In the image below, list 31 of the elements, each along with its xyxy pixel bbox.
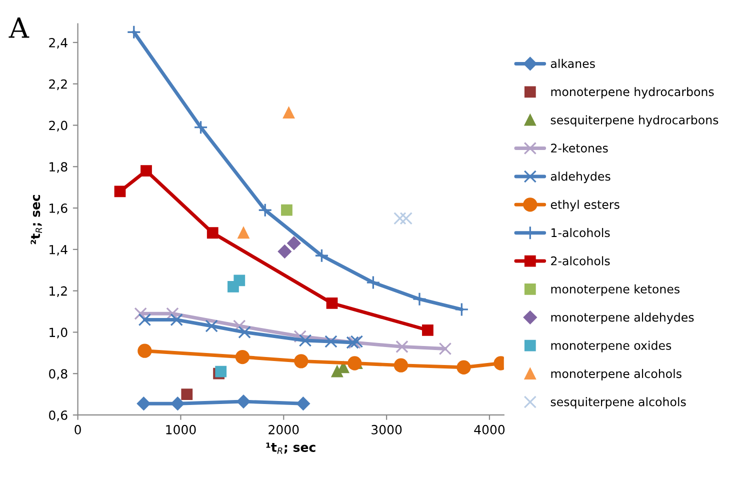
legend-label: monoterpene alcohols [551,368,682,380]
x-axis-title: ¹t$_{R}$; sec [266,442,316,454]
y-tick-label: 2,0 [49,120,68,132]
legend-label: aldehydes [550,172,610,184]
x-tick-label: 0 [74,424,81,434]
x-tick-label: 4000 [474,424,505,434]
y-tick-label: 0,8 [49,369,68,380]
legend-label: monoterpene hydrocarbons [551,87,714,98]
text: A [8,18,30,38]
x-tick-label: 3000 [372,424,402,434]
legend-label: 2-ketones [551,143,608,153]
legend-label: sesquiterpene hydrocarbons [550,115,718,127]
x-tick-label: 1000 [166,424,196,434]
y-tick-label: 1,4 [50,245,68,256]
x-tick-label: 2000 [268,424,299,434]
y-axis-title: ²t$_{R}$; sec [30,194,42,244]
legend-label: 2-alcohols [551,256,610,266]
y-tick-label: 1,2 [50,286,67,298]
legend-label: sesquiterpene alcohols [550,397,686,409]
y-tick-label: 0,6 [49,410,68,422]
legend-label: monoterpene oxides [551,340,672,352]
y-tick-label: 2,4 [49,38,68,49]
legend-label: ethyl esters [550,200,620,212]
y-tick-label: 2,2 [49,79,67,90]
legend-label: monoterpene aldehydes [551,312,694,324]
legend-label: alkanes [550,58,595,68]
y-tick-label: 1,0 [50,328,68,338]
y-tick-label: 1,6 [50,204,68,214]
legend-label: 1-alcohols [552,228,610,238]
legend-label: monoterpene ketones [551,284,680,296]
y-tick-label: 1,8 [50,162,68,173]
